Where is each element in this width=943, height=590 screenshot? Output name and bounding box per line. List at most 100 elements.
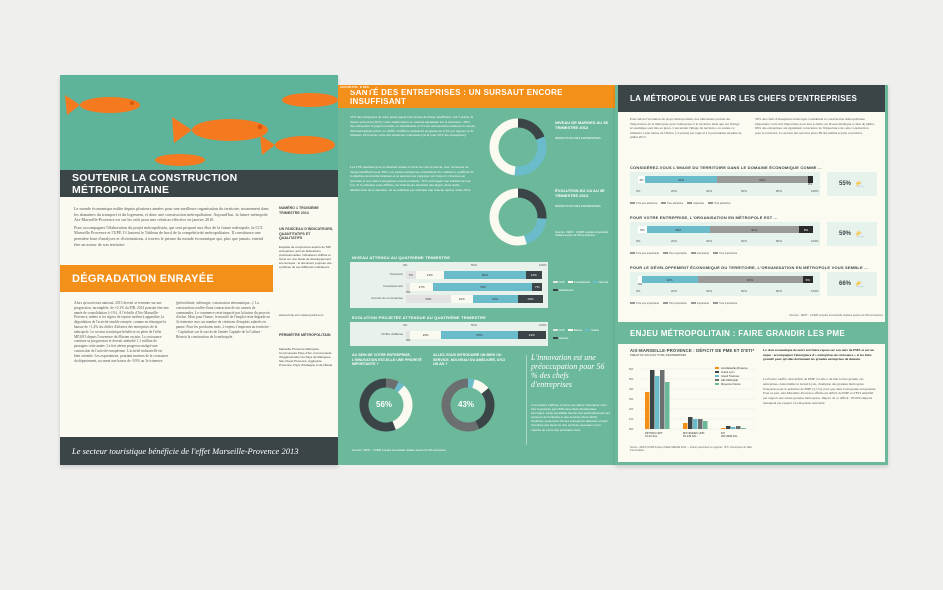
health-text-1: 33% des entreprises de notre panel jugen…: [350, 115, 475, 138]
innovation-priority-donut: [359, 378, 413, 432]
bar-segment-label: 2%: [638, 282, 643, 287]
y-tick-label: 4%: [629, 387, 634, 391]
donut-slice: [475, 388, 495, 429]
bars2-title: EVOLUTION PROJETÉE ATTENDUE AU QUATRIÈME…: [352, 315, 487, 320]
legend-label: Grand Lyon: [721, 370, 735, 374]
donut-slice: [472, 379, 489, 395]
tick-label: 100%: [811, 239, 819, 243]
bar: [645, 392, 650, 429]
legend-label: Grand Toulouse: [721, 374, 740, 378]
bar-segment: 8%: [799, 226, 813, 233]
bar-segment: [638, 276, 642, 283]
tick-label: 0%: [403, 323, 408, 327]
bar-segment: [406, 283, 411, 291]
bar-segment: 7%: [532, 283, 542, 291]
bar-segment: 36%: [646, 226, 710, 233]
tick-label: 100%: [811, 289, 819, 293]
bar-segment: 41%: [645, 176, 717, 183]
row-label: Carnets de commandes: [371, 296, 403, 300]
donut2-title: ÉVOLUTION DU CA AU 3E TRIMESTRE 2013: [555, 188, 605, 198]
source-note: Sources : DEST - CCIMP enquête trimestri…: [789, 314, 883, 317]
tick-label: 60%: [741, 189, 748, 193]
legend-item: NSP: [553, 328, 565, 333]
tick-label: 40%: [706, 239, 713, 243]
donut4-title: ALLEZ-VOUS INTRODUIRE UN BIEN OU SERVICE…: [433, 353, 505, 367]
metro-text-1: Pour suivre l'évolution du projet métrop…: [630, 117, 742, 140]
projected-evolution-chart: 0% 50% 100% Chiffre d'affaires 3% 23% 56% 21%: [350, 322, 548, 346]
bar-segment: [406, 331, 411, 339]
bar-segment: 7%: [406, 271, 416, 279]
y-tick-label: 3%: [629, 397, 634, 401]
donut-slice: [514, 136, 547, 176]
bar-segment: 19%: [517, 295, 544, 303]
bar-segment: 12%: [525, 271, 542, 279]
tick-label: 40%: [706, 289, 713, 293]
legend-swatch: [715, 367, 719, 369]
bar: [693, 419, 698, 429]
score-box: 66% ⛅: [827, 272, 877, 296]
bar-segment: 21%: [415, 271, 445, 279]
bar-segment: 23%: [410, 331, 442, 339]
donut-slice: [394, 381, 405, 393]
bar-segment: 33%: [472, 295, 518, 303]
bar: [683, 423, 688, 429]
pme-lead: Le tissu économique de notre territoire …: [763, 348, 875, 362]
pme-bar-chart: 0% 1% 2% 3% 4% 5% 6% PETITES UNIT. 10-49 SAL. MOY…: [629, 366, 755, 438]
donut-label: AUCUN 57%: [338, 84, 360, 90]
pull-quote: L'innovation est une préoccupation pour …: [531, 353, 605, 389]
footer-banner: Le secteur touristique bénéficie de l'ef…: [60, 437, 338, 465]
donut-slice: [517, 188, 547, 219]
tick-label: 100%: [539, 323, 547, 327]
y-tick-label: 6%: [629, 367, 634, 371]
legend-item: Très peu importante: [630, 302, 659, 305]
bar-segment: 52%: [716, 176, 808, 183]
legend-swatch: [715, 375, 719, 377]
legend-swatch: [715, 379, 719, 381]
health-text-2: Les TPE semblent pour le moment restées …: [350, 165, 474, 192]
sun-cloud-icon: ⛅: [855, 279, 865, 289]
donut1-title: NIVEAU DE MARGES AU 3E TRIMESTRE 2013: [555, 120, 609, 130]
bar: [660, 370, 665, 429]
tick-label: 60%: [741, 289, 748, 293]
bar: [698, 419, 703, 429]
row-label: Chiffre d'affaires: [381, 332, 403, 336]
right-page: LA MÉTROPOLE VUE PAR LES CHEFS D'ENTREPR…: [615, 85, 888, 465]
chart-title: CONSIDÉREZ-VOUS L'IMAGE DU TERRITOIRE DA…: [630, 165, 822, 170]
bar: [703, 421, 708, 429]
bars2-legend: NSP Baisse Stable Hausse: [553, 325, 613, 340]
bars1-legend: NSP Insatisfaisant Normal Satisfaisant: [553, 277, 613, 292]
chart-title: POUR LE DÉVELOPPEMENT ÉCONOMIQUE DU TERR…: [630, 265, 869, 270]
legend-item: Attractive: [687, 202, 704, 205]
tick-label: 80%: [776, 189, 783, 193]
y-tick-label: 0%: [629, 427, 634, 431]
revenue-donut: [489, 188, 547, 246]
donut-slice: [489, 188, 527, 246]
legend-item: Insatisfaisant: [567, 280, 590, 285]
legend-item: Très peu attractive: [630, 202, 657, 205]
bar-segment: [807, 176, 813, 183]
tick-label: 20%: [671, 189, 678, 193]
x-tick-label: PETITES UNIT. 10-49 SAL.: [645, 431, 663, 438]
chart-subtitle: PME ET ETI EN % DU TOTAL D'ENTREPRISES: [630, 354, 687, 357]
bar: [655, 376, 660, 429]
tick-label: 0%: [636, 289, 641, 293]
section-header: SANTÉ DES ENTREPRISES : UN SURSAUT ENCOR…: [338, 85, 615, 108]
tick-label: 20%: [671, 289, 678, 293]
legend-item: Satisfaisant: [553, 288, 573, 293]
tick-label: 0%: [403, 263, 408, 267]
legend-item: Stable: [585, 328, 599, 333]
sidebar-links[interactable]: www.ccimp.com www.upe13.com: [279, 313, 324, 317]
fish-illustration: [60, 75, 338, 170]
stacked-bar-chart: 2% 32% 60% 6% 0% 20% 40% 60% 80% 100%: [630, 272, 820, 296]
donut-slice: [359, 378, 396, 432]
legend-item: Peu importante: [663, 252, 687, 255]
bar-segment: 32%: [641, 276, 698, 283]
tick-label: 60%: [741, 239, 748, 243]
bar-segment: 33%: [406, 295, 451, 303]
tick-label: 50%: [471, 263, 478, 267]
score-box: 55% ⛅: [827, 172, 877, 196]
legend-item: Importante: [690, 252, 709, 255]
sun-cloud-icon: ⛅: [855, 229, 865, 239]
row-label: Trésorerie: [389, 272, 403, 276]
sun-cloud-icon: ⛅: [855, 179, 865, 189]
